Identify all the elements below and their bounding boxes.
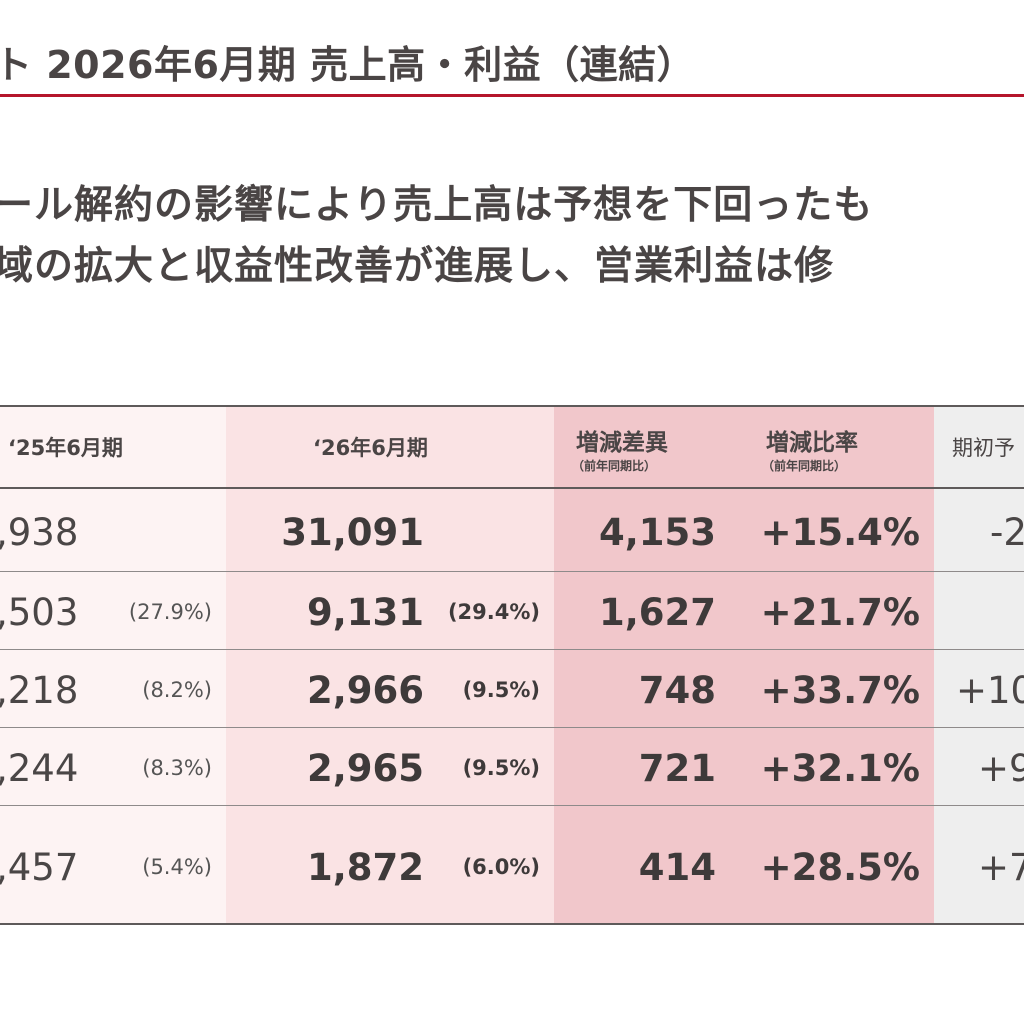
row0-rate-value: +15.4%	[760, 511, 920, 554]
row1-cur-value: 9,131	[306, 591, 424, 634]
row0-diff-value: 4,153	[598, 511, 716, 554]
header-change-rate-sub: （前年同期比）	[762, 459, 847, 473]
row2-cur-pct: (9.5%)	[462, 678, 540, 702]
row1-prev-pct: (27.9%)	[128, 600, 212, 624]
table-header-rule	[0, 487, 1024, 489]
row-divider	[0, 805, 1024, 806]
lead-text-line-2: 域の拡大と収益性改善が進展し、営業利益は修	[0, 244, 835, 289]
row2-forecast-value: +10	[956, 669, 1024, 712]
table-bottom-rule	[0, 923, 1024, 925]
change-columns-bg	[554, 405, 934, 925]
forecast-column-bg	[934, 405, 1024, 925]
row0-forecast-value: -2	[990, 511, 1024, 554]
header-current-year: ‘26年6月期	[313, 436, 428, 460]
current-year-column-bg	[226, 405, 554, 925]
page-title: ト 2026年6月期 売上高・利益（連結）	[0, 43, 696, 87]
row3-prev-pct: (8.3%)	[142, 756, 212, 780]
table-top-rule	[0, 405, 1024, 407]
row2-cur-value: 2,966	[306, 669, 424, 712]
row1-prev-value: ,503	[0, 591, 79, 634]
row3-cur-value: 2,965	[306, 747, 424, 790]
row2-diff-value: 748	[638, 669, 716, 712]
header-change-amount: 増減差異	[576, 430, 668, 456]
row1-diff-value: 1,627	[598, 591, 716, 634]
header-forecast: 期初予	[952, 436, 1015, 460]
lead-text-line-1: ール解約の影響により売上高は予想を下回ったも	[0, 183, 874, 228]
row1-cur-pct: (29.4%)	[447, 600, 540, 624]
row0-prev-value: ,938	[0, 511, 79, 554]
row2-rate-value: +33.7%	[760, 669, 920, 712]
row4-cur-value: 1,872	[306, 846, 424, 889]
prev-year-column-bg	[0, 405, 226, 925]
row-divider	[0, 649, 1024, 650]
row4-forecast-value: +7	[978, 846, 1024, 889]
row3-prev-value: ,244	[0, 747, 79, 790]
row3-rate-value: +32.1%	[760, 747, 920, 790]
row-divider	[0, 727, 1024, 728]
row3-cur-pct: (9.5%)	[462, 756, 540, 780]
title-underline	[0, 94, 1024, 97]
row4-diff-value: 414	[638, 846, 716, 889]
row4-cur-pct: (6.0%)	[462, 855, 540, 879]
row3-forecast-value: +9	[978, 747, 1024, 790]
results-table: ‘25年6月期 ‘26年6月期 増減差異 （前年同期比） 増減比率 （前年同期比…	[0, 405, 1024, 925]
row4-prev-value: ,457	[0, 846, 79, 889]
row4-prev-pct: (5.4%)	[142, 855, 212, 879]
row2-prev-pct: (8.2%)	[142, 678, 212, 702]
header-change-rate: 増減比率	[766, 430, 858, 456]
row0-cur-value: 31,091	[281, 511, 424, 554]
row2-prev-value: ,218	[0, 669, 79, 712]
row4-rate-value: +28.5%	[760, 846, 920, 889]
header-prev-year: ‘25年6月期	[8, 436, 123, 460]
row3-diff-value: 721	[638, 747, 716, 790]
header-change-amount-sub: （前年同期比）	[572, 459, 657, 473]
row1-rate-value: +21.7%	[760, 591, 920, 634]
row-divider	[0, 571, 1024, 572]
